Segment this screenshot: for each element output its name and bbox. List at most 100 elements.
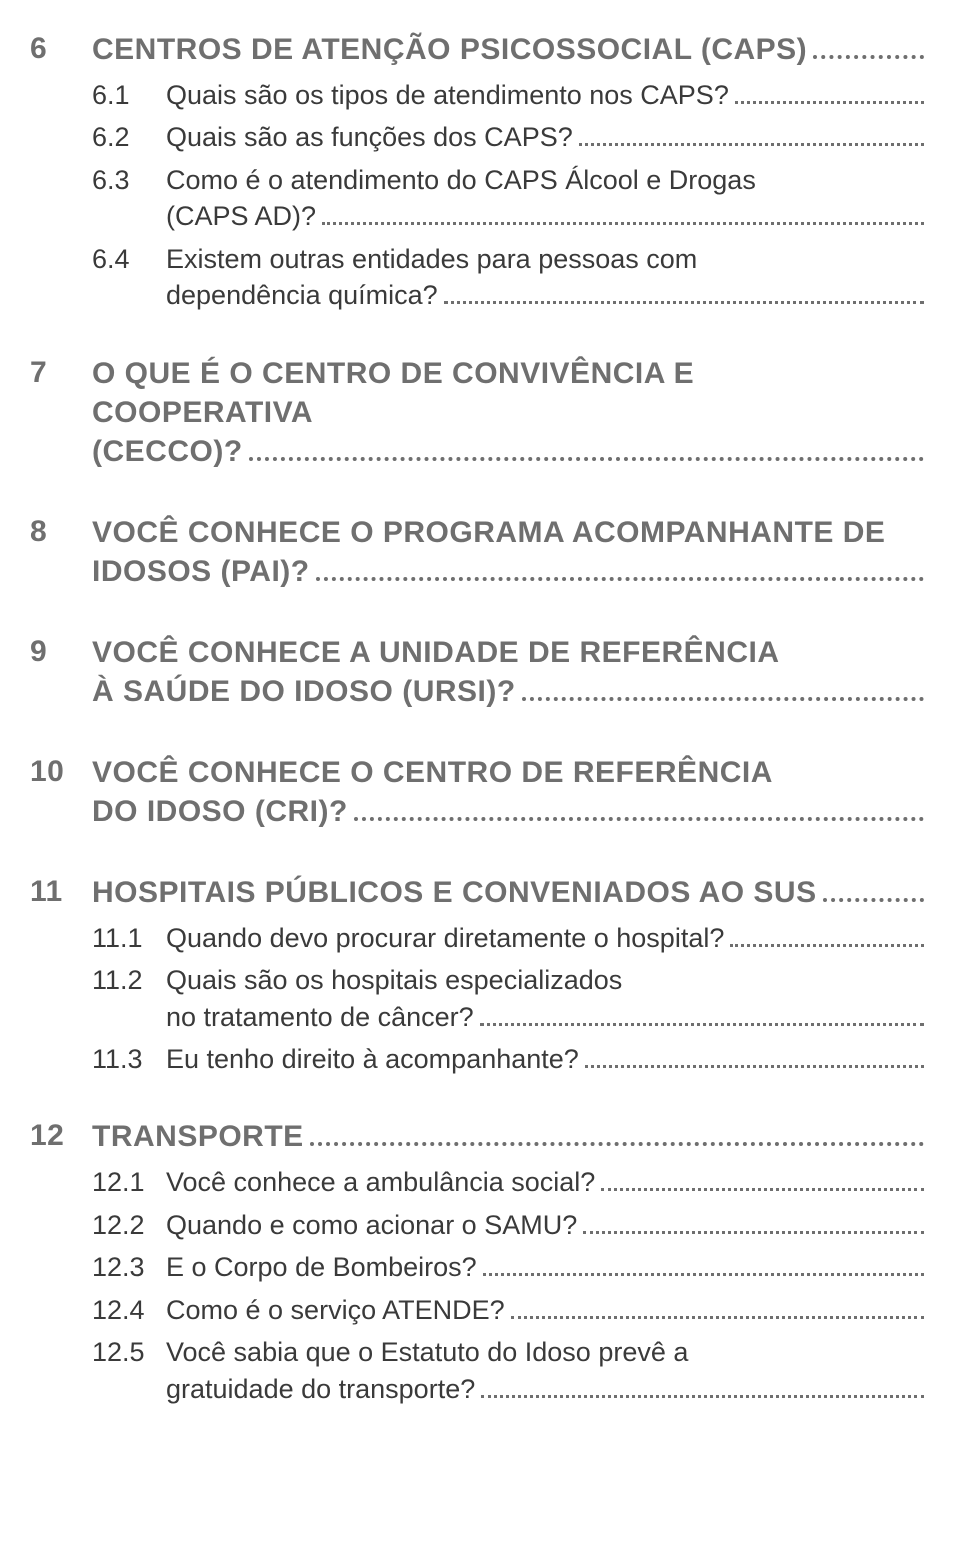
- toc-sub-number: 12.2: [30, 1207, 166, 1243]
- toc-sub-number: 6.3: [30, 162, 166, 198]
- toc-sub-label: E o Corpo de Bombeiros?: [166, 1249, 477, 1285]
- toc-sub-line: Quando devo procurar diretamente o hospi…: [166, 920, 924, 956]
- toc-sub-row: 11.2Quais são os hospitais especializado…: [30, 962, 924, 1035]
- toc-sub-label: Quais são as funções dos CAPS?: [166, 119, 573, 155]
- toc-sub-line: Existem outras entidades para pessoas co…: [166, 241, 924, 277]
- toc-heading-label: DO IDOSO (CRI)?: [92, 792, 348, 831]
- toc-heading-number: 9: [30, 633, 92, 671]
- toc-sub-label: Você conhece a ambulância social?: [166, 1164, 595, 1200]
- toc-section: 11HOSPITAIS PÚBLICOS E CONVENIADOS AO SU…: [30, 873, 924, 1084]
- toc-section: 12TRANSPORTE 12.1Você conhece a ambulânci…: [30, 1117, 924, 1413]
- toc-sub-label: Existem outras entidades para pessoas co…: [166, 241, 697, 277]
- toc-sub-row: 11.3Eu tenho direito à acompanhante?: [30, 1041, 924, 1077]
- toc-heading-line: VOCÊ CONHECE O CENTRO DE REFERÊNCIA: [92, 753, 924, 792]
- toc-heading-line: VOCÊ CONHECE A UNIDADE DE REFERÊNCIA: [92, 633, 924, 672]
- toc-sub-number: 12.4: [30, 1292, 166, 1328]
- toc-sub-number: 12.3: [30, 1249, 166, 1285]
- toc-heading-line: DO IDOSO (CRI)?: [92, 792, 924, 831]
- toc-sub-line: Eu tenho direito à acompanhante?: [166, 1041, 924, 1077]
- toc-sub-row: 6.3Como é o atendimento do CAPS Álcool e…: [30, 162, 924, 235]
- toc-heading-number: 7: [30, 354, 92, 392]
- toc-sub-line: Quais são as funções dos CAPS?: [166, 119, 924, 155]
- leader-dots: [583, 1230, 924, 1234]
- leader-dots: [354, 816, 924, 821]
- toc-heading-line: HOSPITAIS PÚBLICOS E CONVENIADOS AO SUS: [92, 873, 924, 912]
- toc-sub-text: Você conhece a ambulância social?: [166, 1164, 924, 1200]
- toc-heading-line: CENTROS DE ATENÇÃO PSICOSSOCIAL (CAPS): [92, 30, 924, 69]
- toc-heading-row: 12TRANSPORTE: [30, 1117, 924, 1156]
- leader-dots: [813, 54, 924, 59]
- toc-sub-text: Quando devo procurar diretamente o hospi…: [166, 920, 924, 956]
- toc-sub-text: Quais são os hospitais especializadosno …: [166, 962, 924, 1035]
- toc-heading-number: 10: [30, 753, 92, 791]
- toc-heading-number: 8: [30, 513, 92, 551]
- leader-dots: [511, 1315, 924, 1319]
- toc-heading-line: TRANSPORTE: [92, 1117, 924, 1156]
- toc-heading-text: VOCÊ CONHECE O PROGRAMA ACOMPANHANTE DEI…: [92, 513, 924, 591]
- toc-heading-text: HOSPITAIS PÚBLICOS E CONVENIADOS AO SUS: [92, 873, 924, 912]
- toc-sub-line: Como é o serviço ATENDE?: [166, 1292, 924, 1328]
- toc-section: 9VOCÊ CONHECE A UNIDADE DE REFERÊNCIAÀ S…: [30, 633, 924, 719]
- toc-sub-text: Existem outras entidades para pessoas co…: [166, 241, 924, 314]
- leader-dots: [316, 576, 924, 581]
- toc-sub-label: Quando e como acionar o SAMU?: [166, 1207, 577, 1243]
- toc-heading-label: VOCÊ CONHECE O PROGRAMA ACOMPANHANTE DE: [92, 513, 885, 552]
- toc-sub-text: Quais são as funções dos CAPS?: [166, 119, 924, 155]
- leader-dots: [310, 1141, 924, 1146]
- toc-sub-number: 12.1: [30, 1164, 166, 1200]
- toc-heading-number: 11: [30, 873, 92, 911]
- toc-sub-label: Quais são os tipos de atendimento nos CA…: [166, 77, 729, 113]
- toc-sub-number: 11.1: [30, 920, 166, 956]
- toc-sub-label: Quando devo procurar diretamente o hospi…: [166, 920, 724, 956]
- toc-heading-line: À SAÚDE DO IDOSO (URSI)?: [92, 672, 924, 711]
- toc-sub-line: Quais são os tipos de atendimento nos CA…: [166, 77, 924, 113]
- toc-sub-line: Quais são os hospitais especializados: [166, 962, 924, 998]
- toc-sub-row: 12.2Quando e como acionar o SAMU?: [30, 1207, 924, 1243]
- toc-sub-line: no tratamento de câncer?: [166, 999, 924, 1035]
- toc-sub-line: Quando e como acionar o SAMU?: [166, 1207, 924, 1243]
- toc-heading-row: 6CENTROS DE ATENÇÃO PSICOSSOCIAL (CAPS): [30, 30, 924, 69]
- toc-sub-text: Como é o atendimento do CAPS Álcool e Dr…: [166, 162, 924, 235]
- leader-dots: [735, 100, 924, 104]
- toc-heading-label: IDOSOS (PAI)?: [92, 552, 310, 591]
- toc-sub-line: E o Corpo de Bombeiros?: [166, 1249, 924, 1285]
- toc-heading-line: (CECCO)?: [92, 432, 924, 471]
- toc-sub-line: (CAPS AD)?: [166, 198, 924, 234]
- toc-heading-row: 8VOCÊ CONHECE O PROGRAMA ACOMPANHANTE DE…: [30, 513, 924, 591]
- toc-sub-number: 11.3: [30, 1041, 166, 1077]
- toc-sub-label: Como é o atendimento do CAPS Álcool e Dr…: [166, 162, 756, 198]
- leader-dots: [823, 897, 924, 902]
- toc-sub-text: Você sabia que o Estatuto do Idoso prevê…: [166, 1334, 924, 1407]
- toc-sub-text: Eu tenho direito à acompanhante?: [166, 1041, 924, 1077]
- toc-sub-label: (CAPS AD)?: [166, 198, 316, 234]
- toc-heading-label: HOSPITAIS PÚBLICOS E CONVENIADOS AO SUS: [92, 873, 817, 912]
- leader-dots: [249, 456, 924, 461]
- toc-sub-line: Você conhece a ambulância social?: [166, 1164, 924, 1200]
- toc-heading-text: CENTROS DE ATENÇÃO PSICOSSOCIAL (CAPS): [92, 30, 924, 69]
- leader-dots: [601, 1187, 924, 1191]
- leader-dots: [730, 943, 924, 947]
- toc-sub-row: 6.4Existem outras entidades para pessoas…: [30, 241, 924, 314]
- toc-sub-number: 11.2: [30, 962, 166, 998]
- toc-sub-label: no tratamento de câncer?: [166, 999, 474, 1035]
- toc-sub-number: 6.2: [30, 119, 166, 155]
- leader-dots: [444, 300, 924, 304]
- toc-heading-row: 10VOCÊ CONHECE O CENTRO DE REFERÊNCIADO …: [30, 753, 924, 831]
- toc-sub-text: Quando e como acionar o SAMU?: [166, 1207, 924, 1243]
- toc-sub-row: 6.1Quais são os tipos de atendimento nos…: [30, 77, 924, 113]
- toc-heading-text: VOCÊ CONHECE A UNIDADE DE REFERÊNCIAÀ SA…: [92, 633, 924, 711]
- toc-sub-text: E o Corpo de Bombeiros?: [166, 1249, 924, 1285]
- toc-sub-label: Como é o serviço ATENDE?: [166, 1292, 505, 1328]
- toc-heading-text: O QUE É O CENTRO DE CONVIVÊNCIA E COOPER…: [92, 354, 924, 471]
- toc-heading-row: 11HOSPITAIS PÚBLICOS E CONVENIADOS AO SU…: [30, 873, 924, 912]
- toc-heading-label: CENTROS DE ATENÇÃO PSICOSSOCIAL (CAPS): [92, 30, 807, 69]
- toc-heading-line: VOCÊ CONHECE O PROGRAMA ACOMPANHANTE DE: [92, 513, 924, 552]
- toc-heading-label: VOCÊ CONHECE A UNIDADE DE REFERÊNCIA: [92, 633, 780, 672]
- toc-sub-number: 6.4: [30, 241, 166, 277]
- leader-dots: [480, 1022, 924, 1026]
- toc-sub-label: dependência química?: [166, 277, 438, 313]
- toc-heading-row: 7O QUE É O CENTRO DE CONVIVÊNCIA E COOPE…: [30, 354, 924, 471]
- toc-sub-line: Você sabia que o Estatuto do Idoso prevê…: [166, 1334, 924, 1370]
- leader-dots: [522, 696, 924, 701]
- toc-sub-row: 6.2Quais são as funções dos CAPS?: [30, 119, 924, 155]
